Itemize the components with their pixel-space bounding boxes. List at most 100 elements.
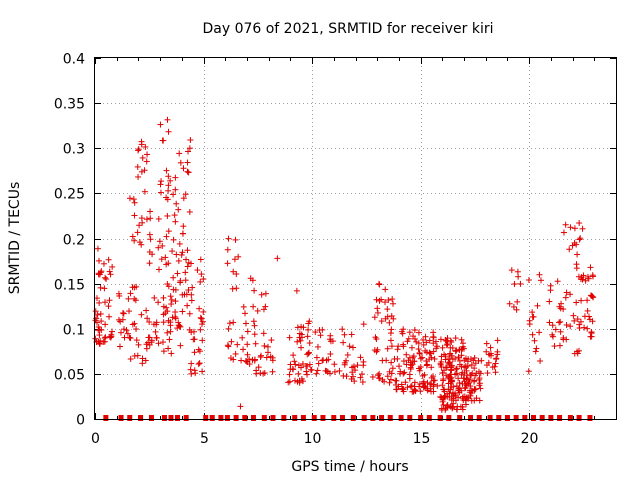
data-point — [286, 334, 293, 341]
data-point — [197, 278, 204, 285]
data-point — [305, 350, 312, 357]
data-point — [403, 361, 410, 368]
data-point — [165, 228, 172, 235]
data-point — [384, 306, 391, 313]
data-point — [303, 363, 310, 370]
data-point — [574, 251, 581, 258]
zero-data-point — [446, 415, 452, 421]
data-point — [165, 317, 172, 324]
zero-data-point — [426, 415, 432, 421]
data-point — [472, 386, 479, 393]
data-point — [385, 297, 392, 304]
data-point — [336, 367, 343, 374]
data-point — [300, 324, 307, 331]
data-point — [557, 318, 564, 325]
data-point — [471, 354, 478, 361]
data-point — [431, 377, 438, 384]
data-point — [473, 395, 480, 402]
data-point — [262, 290, 269, 297]
data-point — [340, 372, 347, 379]
data-point — [164, 116, 171, 123]
data-point — [465, 356, 472, 363]
data-point — [360, 321, 367, 328]
data-point — [183, 256, 190, 263]
data-point — [108, 333, 115, 340]
data-point — [348, 331, 355, 338]
data-point — [141, 167, 148, 174]
zero-data-point — [174, 415, 180, 421]
data-point — [560, 229, 567, 236]
data-point — [97, 284, 104, 291]
data-point — [135, 147, 142, 154]
data-point — [430, 329, 437, 336]
data-point — [455, 394, 462, 401]
data-point — [314, 367, 321, 374]
data-point — [562, 221, 569, 228]
data-point — [410, 353, 417, 360]
data-point — [580, 272, 587, 279]
data-point — [511, 281, 518, 288]
data-point — [297, 337, 304, 344]
data-point — [165, 345, 172, 352]
data-point — [231, 256, 238, 263]
data-point — [244, 328, 251, 335]
zero-data-point — [418, 415, 424, 421]
data-point — [493, 356, 500, 363]
data-point — [388, 312, 395, 319]
data-point — [162, 254, 169, 261]
data-point — [487, 344, 494, 351]
data-point — [176, 150, 183, 157]
data-point — [404, 384, 411, 391]
data-point — [296, 334, 303, 341]
data-point — [130, 196, 137, 203]
data-point — [408, 382, 415, 389]
data-point — [188, 291, 195, 298]
data-point — [402, 379, 409, 386]
data-point — [165, 187, 172, 194]
data-point — [188, 370, 195, 377]
data-point — [237, 403, 244, 410]
data-point — [387, 337, 394, 344]
data-point — [250, 318, 257, 325]
data-point — [187, 136, 194, 143]
data-point — [184, 247, 191, 254]
data-point — [531, 337, 538, 344]
data-point — [405, 335, 412, 342]
data-point — [120, 310, 127, 317]
data-point — [398, 381, 405, 388]
data-point — [235, 253, 242, 260]
data-point — [554, 278, 561, 285]
data-point — [438, 405, 445, 412]
data-point — [449, 389, 456, 396]
data-point — [494, 337, 501, 344]
data-point — [167, 177, 174, 184]
data-point — [379, 357, 386, 364]
data-point — [172, 315, 179, 322]
data-point — [306, 340, 313, 347]
data-point — [285, 379, 292, 386]
data-point — [230, 268, 237, 275]
data-point — [452, 348, 459, 355]
data-point — [471, 365, 478, 372]
data-point — [426, 349, 433, 356]
data-point — [573, 265, 580, 272]
data-point — [96, 271, 103, 278]
data-point — [437, 360, 444, 367]
data-point — [264, 343, 271, 350]
data-point — [172, 174, 179, 181]
data-point — [118, 329, 125, 336]
data-point — [459, 340, 466, 347]
data-point — [411, 327, 418, 334]
data-point — [160, 294, 167, 301]
data-point — [157, 189, 164, 196]
data-point — [286, 378, 293, 385]
data-point — [200, 276, 207, 283]
data-point — [552, 326, 559, 333]
data-point — [567, 323, 574, 330]
data-point — [374, 309, 381, 316]
zero-data-point — [148, 415, 154, 421]
data-point — [138, 168, 145, 175]
data-point — [96, 299, 103, 306]
data-point — [588, 292, 595, 299]
data-point — [131, 352, 138, 359]
